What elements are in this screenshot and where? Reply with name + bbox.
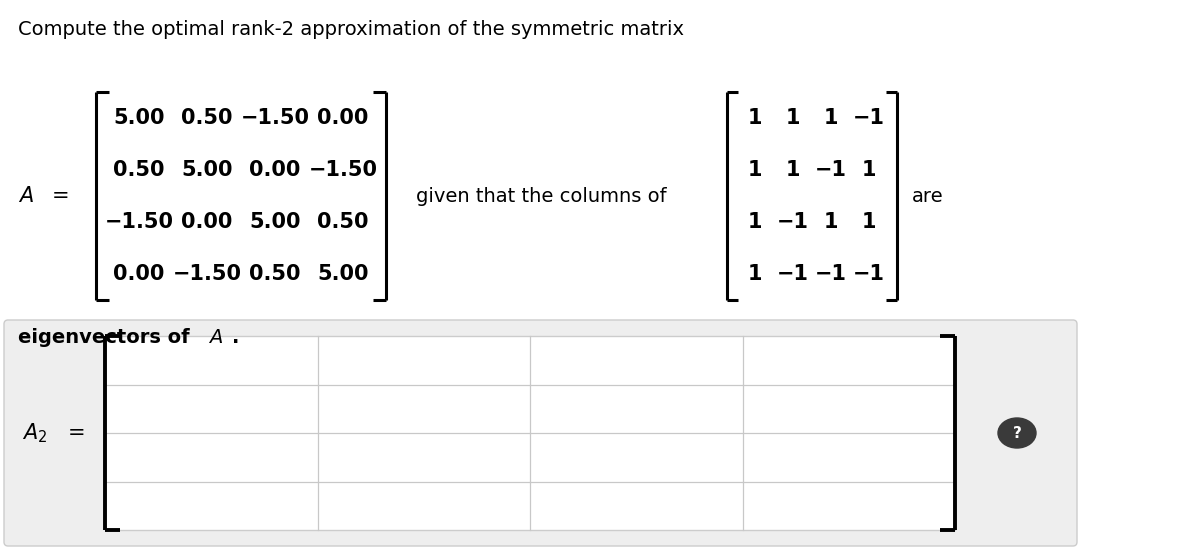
Text: 0.00: 0.00	[113, 264, 164, 284]
Text: 1: 1	[748, 264, 762, 284]
Text: −1.50: −1.50	[240, 108, 310, 128]
Text: 0.00: 0.00	[317, 108, 368, 128]
Text: $A$: $A$	[208, 328, 223, 347]
Text: −1: −1	[853, 108, 886, 128]
Text: 1: 1	[862, 160, 876, 180]
Text: −1.50: −1.50	[104, 212, 174, 232]
Text: −1.50: −1.50	[308, 160, 378, 180]
Text: =: =	[68, 423, 85, 443]
Text: $A$: $A$	[18, 186, 34, 206]
Text: 0.50: 0.50	[250, 264, 301, 284]
Text: 1: 1	[786, 160, 800, 180]
FancyBboxPatch shape	[106, 336, 955, 530]
Text: 0.00: 0.00	[181, 212, 233, 232]
Ellipse shape	[998, 418, 1036, 448]
Text: given that the columns of: given that the columns of	[416, 186, 667, 206]
Text: 5.00: 5.00	[317, 264, 368, 284]
Text: −1: −1	[778, 212, 809, 232]
Text: −1: −1	[778, 264, 809, 284]
Text: 1: 1	[748, 108, 762, 128]
Text: −1.50: −1.50	[173, 264, 241, 284]
Text: 0.50: 0.50	[317, 212, 368, 232]
Text: ?: ?	[1013, 426, 1021, 441]
Text: −1: −1	[853, 264, 886, 284]
Text: 5.00: 5.00	[181, 160, 233, 180]
Text: 1: 1	[786, 108, 800, 128]
Text: $A_2$: $A_2$	[22, 421, 47, 445]
Text: 1: 1	[823, 108, 839, 128]
Text: −1: −1	[815, 264, 847, 284]
Text: 5.00: 5.00	[250, 212, 301, 232]
Text: −1: −1	[815, 160, 847, 180]
Text: 1: 1	[862, 212, 876, 232]
Text: 1: 1	[748, 160, 762, 180]
FancyBboxPatch shape	[4, 320, 1078, 546]
Text: 5.00: 5.00	[113, 108, 164, 128]
Text: 0.00: 0.00	[250, 160, 301, 180]
Text: 0.50: 0.50	[113, 160, 164, 180]
Text: 1: 1	[748, 212, 762, 232]
Text: 0.50: 0.50	[181, 108, 233, 128]
Text: =: =	[52, 186, 70, 206]
Text: .: .	[232, 328, 239, 347]
Text: are: are	[912, 186, 943, 206]
Text: 1: 1	[823, 212, 839, 232]
Text: Compute the optimal rank-2 approximation of the symmetric matrix: Compute the optimal rank-2 approximation…	[18, 20, 684, 39]
Text: eigenvectors of: eigenvectors of	[18, 328, 197, 347]
